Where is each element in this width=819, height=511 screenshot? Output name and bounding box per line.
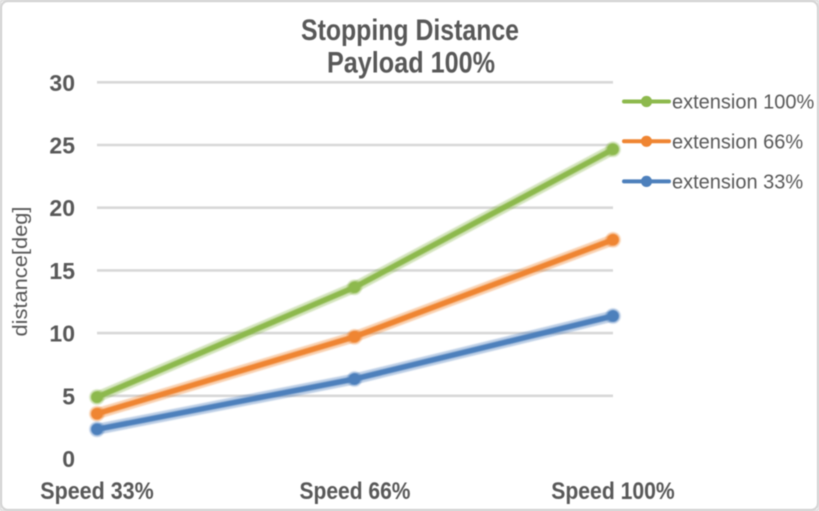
svg-text:extension 33%: extension 33% — [672, 171, 803, 193]
svg-text:Payload 100%: Payload 100% — [327, 47, 495, 80]
svg-text:Stopping Distance: Stopping Distance — [301, 14, 519, 47]
svg-text:Speed 33%: Speed 33% — [40, 478, 154, 505]
svg-text:extension 66%: extension 66% — [672, 131, 803, 153]
svg-text:0: 0 — [62, 446, 75, 472]
svg-text:10: 10 — [49, 321, 75, 347]
svg-text:30: 30 — [49, 70, 75, 96]
svg-text:20: 20 — [49, 195, 75, 221]
svg-text:Speed 100%: Speed 100% — [551, 478, 675, 505]
svg-text:25: 25 — [49, 133, 75, 159]
svg-text:5: 5 — [62, 383, 75, 409]
svg-text:distance[deg]: distance[deg] — [10, 207, 32, 337]
svg-text:extension 100%: extension 100% — [672, 92, 815, 114]
svg-text:15: 15 — [49, 258, 75, 284]
svg-text:Speed 66%: Speed 66% — [300, 478, 411, 505]
